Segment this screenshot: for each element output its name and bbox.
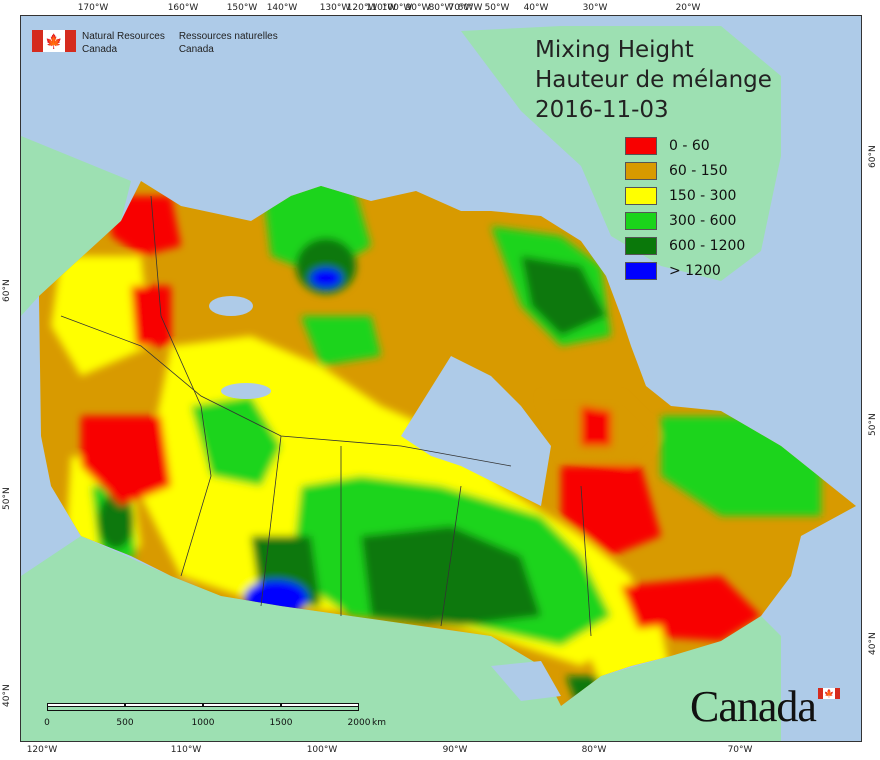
graticule-label-right: 60°N	[868, 145, 878, 168]
graticule-label-right: 50°N	[868, 413, 878, 436]
legend-label: 600 - 1200	[669, 237, 746, 254]
canada-flag-icon: 🍁	[32, 30, 76, 52]
graticule-label-bottom: 110°W	[170, 745, 202, 755]
graticule-label-top: 50°W	[484, 3, 510, 13]
legend-swatch	[625, 261, 657, 280]
map-canvas	[20, 15, 862, 742]
greenland-landmass	[461, 26, 781, 281]
graticule-label-left: 60°N	[2, 279, 12, 302]
graticule-label-left: 40°N	[2, 684, 12, 707]
graticule-label-top: 170°W	[77, 3, 109, 13]
legend-item: > 1200	[625, 258, 745, 283]
provincial-boundaries	[60, 195, 592, 637]
wordmark-text: Canada	[690, 682, 817, 731]
scale-label: 500	[116, 718, 134, 728]
legend-label: 0 - 60	[669, 137, 710, 154]
scale-label: 2000	[347, 718, 371, 728]
boundary-line	[260, 435, 282, 607]
legend-item: 150 - 300	[625, 183, 745, 208]
graticule-label-right: 40°N	[868, 632, 878, 655]
boundary-line	[150, 195, 202, 407]
map-title-english: Mixing Height	[535, 37, 694, 63]
agency-name-english: Natural Resources Canada	[82, 30, 165, 56]
boundary-line	[440, 485, 462, 627]
graticule-label-left: 50°N	[2, 487, 12, 510]
graticule-label-top: 110°W	[365, 3, 397, 13]
scale-segment	[47, 703, 125, 707]
great-bear-lake	[209, 296, 253, 316]
graticule-label-bottom: 120°W	[26, 745, 58, 755]
great-slave-lake	[221, 383, 271, 399]
scale-segment	[281, 703, 359, 707]
graticule-label-top: 130°W	[319, 3, 351, 13]
boundary-line	[60, 315, 512, 467]
scale-segment	[203, 703, 281, 707]
legend-item: 600 - 1200	[625, 233, 745, 258]
lakes	[209, 296, 561, 701]
legend-label: > 1200	[669, 262, 721, 279]
graticule-label-top: 60°W	[457, 3, 483, 13]
legend-swatch	[625, 161, 657, 180]
scale-segment	[47, 707, 359, 711]
legend-item: 0 - 60	[625, 133, 745, 158]
graticule-label-top: 20°W	[675, 3, 701, 13]
legend-swatch	[625, 211, 657, 230]
graticule-label-top: 90°W	[405, 3, 431, 13]
agency-name-french-line2: Canada	[178, 44, 214, 55]
agency-name-english-line2: Canada	[82, 44, 118, 55]
canada-wordmark: Canada 🍁	[690, 685, 840, 729]
wordmark-flag-icon: 🍁	[817, 688, 840, 699]
legend: 0 - 60 60 - 150 150 - 300 300 - 600 600 …	[625, 133, 745, 283]
graticule-label-top: 30°W	[582, 3, 608, 13]
alaska-landmass	[21, 136, 131, 316]
legend-swatch	[625, 236, 657, 255]
legend-item: 300 - 600	[625, 208, 745, 233]
graticule-label-top: 40°W	[523, 3, 549, 13]
scale-bar-graphic: 0 500 1000 1500 2000 km	[44, 703, 386, 728]
agency-signature: 🍁 Natural Resources Canada Ressources na…	[32, 30, 292, 56]
graticule-label-bottom: 80°W	[581, 745, 607, 755]
scale-label: 1500	[269, 718, 293, 728]
scale-label: 0	[44, 718, 50, 728]
graticule-label-bottom: 90°W	[442, 745, 468, 755]
graticule-label-top: 80°W	[428, 3, 454, 13]
graticule-label-top: 140°W	[266, 3, 298, 13]
agency-name-french: Ressources naturelles Canada	[179, 30, 278, 56]
hudson-bay	[401, 356, 551, 506]
legend-item: 60 - 150	[625, 158, 745, 183]
legend-label: 300 - 600	[669, 212, 737, 229]
graticule-label-top: 150°W	[226, 3, 258, 13]
boundary-line	[180, 405, 212, 577]
scale-segment	[125, 703, 203, 707]
graticule-label-top: 100°W	[381, 3, 413, 13]
map-title-french: Hauteur de mélange	[535, 67, 772, 93]
graticule-label-top: 70°W	[448, 3, 474, 13]
map-date: 2016-11-03	[535, 97, 669, 123]
scale-unit: km	[372, 718, 386, 728]
graticule-label-top: 120°W	[346, 3, 378, 13]
graticule-label-bottom: 100°W	[306, 745, 338, 755]
scale-bar: 0 500 1000 1500 2000 km	[44, 703, 386, 728]
great-lakes	[491, 661, 561, 701]
legend-swatch	[625, 186, 657, 205]
graticule-label-bottom: 70°W	[727, 745, 753, 755]
agency-name-french-line1: Ressources naturelles	[178, 31, 278, 42]
boundary-line	[580, 485, 592, 637]
graticule-label-top: 160°W	[167, 3, 199, 13]
map-title-block: Mixing Height Hauteur de mélange 2016-11…	[535, 35, 772, 125]
map-graphic	[21, 16, 861, 741]
legend-label: 60 - 150	[669, 162, 728, 179]
legend-swatch	[625, 136, 657, 155]
scale-label: 1000	[191, 718, 215, 728]
legend-label: 150 - 300	[669, 187, 737, 204]
mixing-height-field	[39, 181, 856, 706]
agency-name-english-line1: Natural Resources	[82, 31, 165, 42]
